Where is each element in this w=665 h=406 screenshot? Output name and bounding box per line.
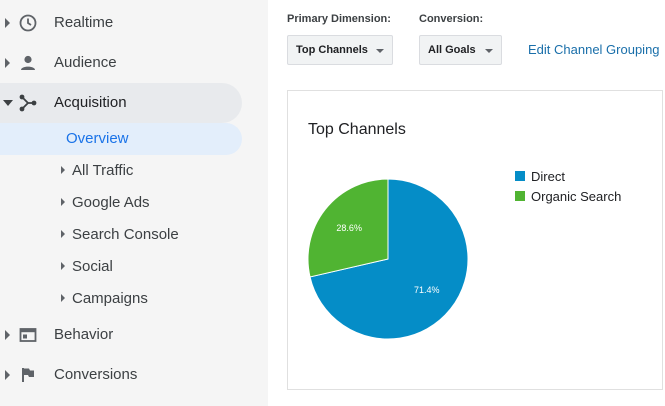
acquisition-icon	[19, 94, 37, 112]
collapse-arrow-icon[interactable]	[3, 100, 13, 106]
primary-dimension-value: Top Channels	[296, 44, 368, 56]
card-divider	[287, 389, 663, 390]
expand-arrow-icon[interactable]	[61, 294, 65, 302]
sub-label: Overview	[66, 130, 129, 147]
expand-arrow-icon[interactable]	[5, 370, 10, 380]
nav-label: Acquisition	[54, 94, 127, 111]
sub-label: Search Console	[72, 226, 179, 243]
legend-swatch	[515, 191, 525, 201]
edit-channel-grouping-link[interactable]: Edit Channel Grouping	[528, 42, 660, 57]
chevron-down-icon	[376, 49, 384, 53]
legend-item-direct[interactable]: Direct	[515, 166, 621, 186]
nav-item-acquisition[interactable]: Acquisition	[0, 83, 242, 123]
nav-item-conversions[interactable]: Conversions	[0, 355, 242, 395]
flag-icon	[22, 368, 34, 382]
pie-slice-organic-search[interactable]	[307, 178, 389, 278]
sub-item-overview[interactable]: Overview	[0, 123, 242, 155]
chart-title: Top Channels	[308, 121, 406, 138]
expand-arrow-icon[interactable]	[61, 262, 65, 270]
expand-arrow-icon[interactable]	[61, 230, 65, 238]
nav-item-behavior[interactable]: Behavior	[0, 315, 242, 355]
chart-legend: Direct Organic Search	[515, 166, 621, 206]
expand-arrow-icon[interactable]	[5, 18, 10, 28]
primary-dimension-dropdown[interactable]: Top Channels	[287, 35, 393, 65]
sidebar: Realtime Audience Acquisition Overview A…	[0, 0, 268, 406]
sub-label: Campaigns	[72, 290, 148, 307]
expand-arrow-icon[interactable]	[61, 166, 65, 174]
sub-item-google-ads[interactable]: Google Ads	[0, 187, 242, 219]
sub-label: Google Ads	[72, 194, 150, 211]
sub-item-all-traffic[interactable]: All Traffic	[0, 155, 242, 187]
pie-slice-direct[interactable]	[309, 178, 469, 340]
expand-arrow-icon[interactable]	[61, 198, 65, 206]
nav-item-audience[interactable]: Audience	[0, 43, 242, 83]
legend-swatch	[515, 171, 525, 181]
sub-item-social[interactable]: Social	[0, 251, 242, 283]
nav-item-realtime[interactable]: Realtime	[0, 3, 242, 43]
nav-label: Realtime	[54, 14, 114, 31]
legend-label: Direct	[531, 168, 565, 184]
conversion-dropdown[interactable]: All Goals	[419, 35, 502, 65]
nav-label: Audience	[54, 54, 117, 71]
pie-data-label: 71.4%	[414, 285, 440, 295]
expand-arrow-icon[interactable]	[5, 58, 10, 68]
clock-icon	[19, 14, 37, 32]
conversion-label: Conversion:	[419, 13, 484, 25]
primary-dimension-label: Primary Dimension:	[287, 13, 391, 25]
nav-label: Behavior	[54, 326, 114, 343]
sub-item-search-console[interactable]: Search Console	[0, 219, 242, 251]
conversion-value: All Goals	[428, 44, 476, 56]
behavior-icon	[19, 328, 37, 342]
pie-data-label: 28.6%	[336, 223, 362, 233]
chart-card	[287, 90, 663, 390]
person-icon	[21, 55, 35, 70]
chevron-down-icon	[485, 49, 493, 53]
sub-label: All Traffic	[72, 162, 134, 179]
legend-label: Organic Search	[531, 188, 622, 204]
pie-chart: 71.4% 28.6%	[307, 178, 469, 340]
sub-item-campaigns[interactable]: Campaigns	[0, 283, 242, 315]
nav-label: Conversions	[54, 366, 138, 383]
legend-item-organic-search[interactable]: Organic Search	[515, 186, 621, 206]
sub-label: Social	[72, 258, 113, 275]
expand-arrow-icon[interactable]	[5, 330, 10, 340]
